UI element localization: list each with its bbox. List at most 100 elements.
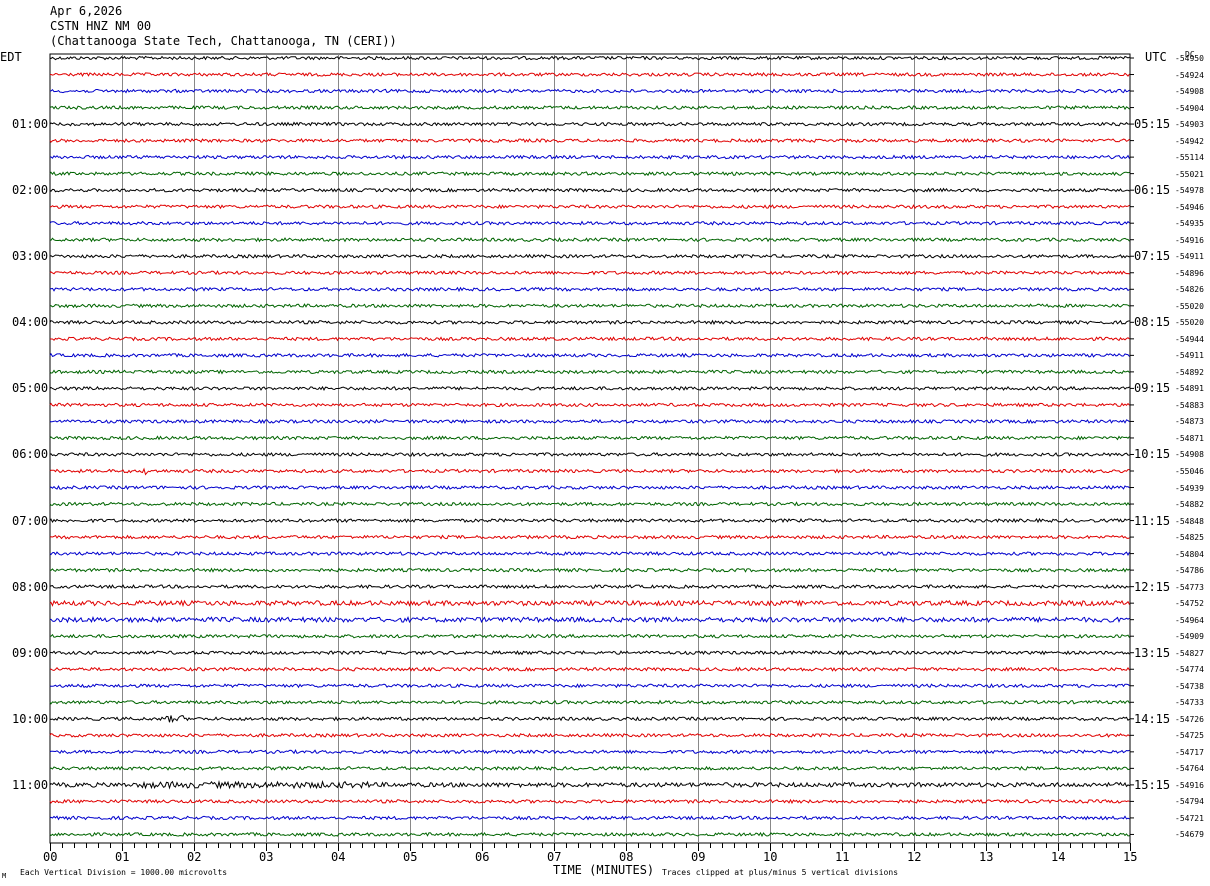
dc-offset-label: -55021 xyxy=(1175,169,1204,179)
seismic-trace xyxy=(49,666,1130,672)
dc-offset-label: -54752 xyxy=(1175,599,1204,609)
utc-hour-label: 15:15 xyxy=(1134,777,1171,792)
right-timezone-label: UTC xyxy=(1145,50,1167,64)
station-location: (Chattanooga State Tech, Chattanooga, TN… xyxy=(50,34,397,48)
plot-date: Apr 6,2026 xyxy=(50,4,123,18)
seismic-trace xyxy=(49,204,1130,210)
seismic-trace xyxy=(49,187,1130,193)
seismic-trace xyxy=(49,517,1130,524)
utc-hour-label: 06:15 xyxy=(1134,183,1171,198)
x-tick-label: 02 xyxy=(187,850,202,864)
seismic-trace xyxy=(49,385,1130,391)
edt-hour-label: 11:00 xyxy=(12,777,49,792)
dc-offset-label: -54725 xyxy=(1175,731,1204,741)
seismic-trace xyxy=(49,467,1130,476)
seismic-trace xyxy=(49,599,1130,608)
seismic-trace xyxy=(49,584,1130,590)
dc-offset-label: -54786 xyxy=(1175,566,1204,576)
edt-hour-label: 09:00 xyxy=(12,645,49,660)
utc-hour-label: 08:15 xyxy=(1134,315,1171,330)
dc-offset-label: -54883 xyxy=(1175,400,1204,410)
station-code: CSTN HNZ NM 00 xyxy=(50,19,152,33)
seismic-trace xyxy=(49,435,1130,441)
seismic-trace xyxy=(49,319,1130,326)
seismic-trace xyxy=(49,534,1130,540)
seismic-trace xyxy=(49,253,1130,259)
seismic-trace xyxy=(49,501,1130,507)
seismic-trace xyxy=(49,650,1130,656)
dc-offset-label: -54726 xyxy=(1175,714,1204,724)
dc-offset-label: -55046 xyxy=(1175,467,1204,476)
utc-hour-label: 13:15 xyxy=(1134,645,1171,660)
clip-note: Traces clipped at plus/minus 5 vertical … xyxy=(662,868,899,877)
utc-hour-label: 07:15 xyxy=(1134,249,1171,264)
x-tick-label: 15 xyxy=(1123,850,1138,864)
dc-offset-label: -54908 xyxy=(1175,87,1204,97)
dc-offset-label: -54964 xyxy=(1175,615,1204,625)
left-timezone-label: EDT xyxy=(0,50,22,64)
seismic-trace xyxy=(49,104,1130,111)
dc-offset-label: -54935 xyxy=(1175,219,1204,229)
seismic-trace xyxy=(49,88,1130,94)
dc-offset-label: -54909 xyxy=(1175,632,1204,642)
dc-offset-label: -54891 xyxy=(1175,384,1204,394)
dc-offset-label: -54738 xyxy=(1175,681,1204,691)
utc-hour-label: 09:15 xyxy=(1134,381,1171,396)
seismic-trace xyxy=(49,352,1130,359)
dc-offset-label: -54904 xyxy=(1175,103,1204,113)
x-tick-label: 03 xyxy=(259,850,274,864)
utc-hour-label: 12:15 xyxy=(1134,579,1171,594)
dc-offset-label: -54903 xyxy=(1175,120,1204,130)
seismic-trace xyxy=(49,171,1130,177)
dc-offset-label: -55020 xyxy=(1175,318,1204,328)
utc-hour-label: 14:15 xyxy=(1134,711,1171,726)
edt-hour-label: 01:00 xyxy=(12,117,49,132)
dc-offset-label: -54717 xyxy=(1175,747,1204,757)
edt-hour-label: 02:00 xyxy=(12,183,49,198)
x-tick-label: 11 xyxy=(835,850,850,864)
dc-offset-label: -54924 xyxy=(1175,70,1204,80)
seismic-trace xyxy=(49,286,1130,293)
x-axis-title: TIME (MINUTES) xyxy=(553,863,655,877)
dc-offset-label: -54916 xyxy=(1175,780,1204,790)
seismic-trace xyxy=(50,71,1130,78)
x-tick-label: 10 xyxy=(763,850,778,864)
seismic-trace xyxy=(49,55,1130,61)
dc-offset-label: -54794 xyxy=(1175,797,1204,807)
dc-offset-label: -54721 xyxy=(1175,813,1204,823)
x-tick-label: 09 xyxy=(691,850,706,864)
edt-hour-label: 08:00 xyxy=(12,579,49,594)
dc-offset-label: -54825 xyxy=(1175,533,1204,543)
seismic-trace xyxy=(49,831,1130,838)
edt-hour-label: 06:00 xyxy=(12,447,49,462)
dc-offset-label: -54826 xyxy=(1175,285,1204,295)
scale-note: Each Vertical Division = 1000.00 microvo… xyxy=(20,868,228,877)
dc-header: DC xyxy=(1185,50,1195,59)
dc-offset-label: -55114 xyxy=(1175,153,1204,163)
dc-offset-label: -54882 xyxy=(1175,500,1204,510)
dc-offset-label: -54892 xyxy=(1175,367,1204,377)
edt-hour-label: 05:00 xyxy=(12,381,49,396)
seismic-trace xyxy=(49,699,1130,705)
seismic-trace xyxy=(49,749,1130,755)
dc-offset-label: -55020 xyxy=(1175,301,1204,311)
seismic-trace xyxy=(49,715,1130,723)
x-tick-label: 14 xyxy=(1051,850,1066,864)
x-tick-label: 07 xyxy=(547,850,562,864)
seismic-trace xyxy=(49,683,1130,689)
seismic-trace xyxy=(49,779,1130,790)
seismic-trace xyxy=(49,484,1130,491)
dc-offset-label: -54911 xyxy=(1175,351,1204,361)
edt-hour-label: 07:00 xyxy=(12,513,49,528)
dc-offset-label: -54774 xyxy=(1175,665,1204,675)
dc-offset-label: -54916 xyxy=(1175,235,1204,245)
seismic-trace xyxy=(49,451,1130,457)
dc-offset-label: -54827 xyxy=(1175,648,1204,658)
x-tick-label: 05 xyxy=(403,850,418,864)
plot-frame xyxy=(49,53,1131,844)
dc-offset-label: -54679 xyxy=(1175,830,1204,840)
seismic-trace xyxy=(49,336,1130,342)
seismic-trace xyxy=(49,815,1130,821)
seismic-trace xyxy=(49,567,1130,573)
